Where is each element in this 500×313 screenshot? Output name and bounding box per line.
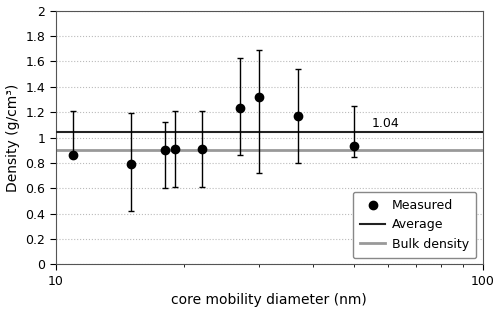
X-axis label: core mobility diameter (nm): core mobility diameter (nm) — [171, 294, 367, 307]
Text: 1.04: 1.04 — [372, 117, 400, 130]
Y-axis label: Density (g/cm³): Density (g/cm³) — [6, 83, 20, 192]
Legend: Measured, Average, Bulk density: Measured, Average, Bulk density — [353, 192, 476, 258]
